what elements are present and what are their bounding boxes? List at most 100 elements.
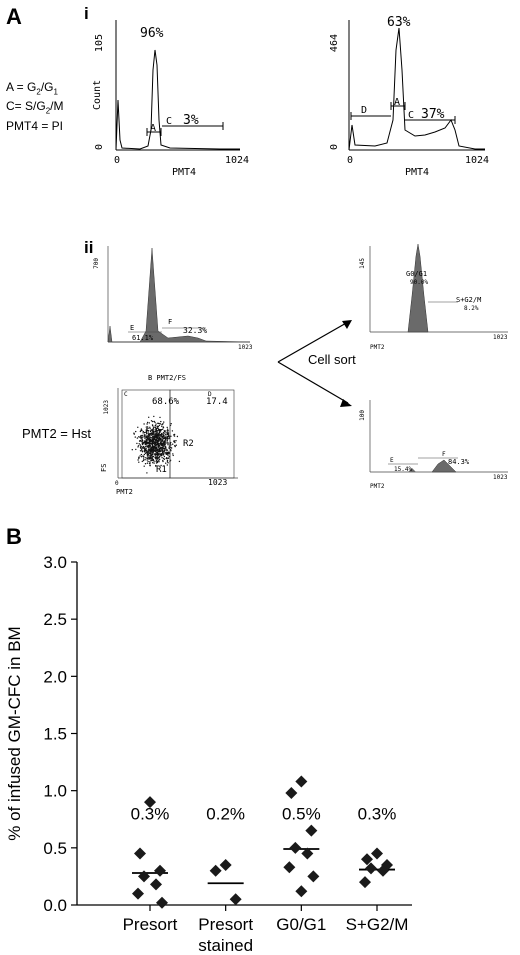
dotplot-event [146, 457, 148, 459]
dotplot-event [154, 439, 157, 441]
dotplot-d-pct: 17.4 [206, 397, 228, 407]
dotplot-event [149, 440, 151, 442]
dotplot-event [158, 436, 161, 439]
pmt2-hst-label: PMT2 = Hst [22, 426, 91, 441]
group-annotation: 0.2% [206, 804, 245, 823]
dotplot-event [165, 434, 167, 436]
data-point [295, 885, 308, 898]
dotplot-event [141, 438, 143, 440]
dotplot-event [143, 456, 145, 458]
dotplot-ymax: 1023 [103, 400, 110, 415]
dotplot-event [147, 452, 149, 455]
data-point [150, 878, 162, 891]
y-tick-label: 2.0 [43, 667, 67, 686]
dotplot-event [165, 453, 167, 455]
dotplot-event [159, 455, 161, 458]
dotplot-event [156, 458, 158, 460]
dotplot-event [146, 428, 148, 430]
hist2-gate-a: A [394, 97, 400, 108]
dotplot-event [156, 452, 159, 455]
legend-line-pmt4: PMT4 = PI [6, 118, 64, 133]
dotplot-event [174, 445, 176, 448]
dotplot-event [155, 437, 158, 439]
dotplot-event [145, 440, 147, 442]
dotplot-event [154, 424, 157, 427]
dotplot-event [139, 450, 142, 452]
dotplot-event [142, 450, 144, 452]
dotplot-event [149, 430, 152, 433]
dotplot-event [154, 441, 157, 443]
cell-sort-label: Cell sort [308, 352, 356, 367]
dotplot-event [167, 457, 169, 459]
group-annotation: 0.3% [358, 804, 397, 823]
dotplot-event [161, 453, 163, 456]
dotplot-event [166, 428, 169, 430]
dotplot-event [162, 436, 164, 438]
dotplot-event [167, 454, 169, 456]
dotplot-event [173, 435, 176, 437]
hist1-c-pct: 3% [183, 113, 199, 128]
dotplot-title: B PMT2/FS [148, 374, 186, 382]
dotplot-event [154, 421, 156, 424]
dotplot-event [158, 461, 160, 463]
dotplot-event [168, 447, 170, 450]
dotplot-event [137, 426, 139, 428]
dotplot-event [160, 443, 162, 445]
dotplot-event [140, 437, 142, 440]
data-point [307, 870, 320, 883]
dotplot-event [153, 415, 155, 418]
dotplot-event [144, 448, 147, 450]
dotplot-event [163, 437, 165, 440]
data-point [132, 887, 144, 900]
dotplot-event [160, 446, 162, 448]
dotplot-event [167, 444, 169, 446]
dotplot-event [147, 427, 149, 429]
y-tick-label: 2.5 [43, 610, 67, 629]
dotplot-event [158, 440, 160, 442]
sort-bottom-e-pct: 15.4% [394, 466, 412, 473]
dotplot-event [176, 435, 179, 438]
hist-ii-ymax: 700 [93, 258, 100, 269]
dotplot-event [144, 463, 147, 465]
hist1-peak-pct: 96% [140, 26, 164, 41]
dotplot-event [144, 436, 146, 439]
data-point [295, 775, 308, 788]
sort-top-s-label: S+G2/M [456, 296, 481, 304]
dotplot-event [141, 429, 143, 432]
dotplot-event [157, 455, 159, 457]
dotplot-event [165, 442, 167, 444]
dotplot-event [148, 430, 150, 432]
hist-ii-gate-f: F [168, 318, 172, 326]
dotplot-event [152, 439, 154, 441]
hist2-ymax: 464 [329, 34, 340, 52]
dotplot-event [144, 459, 146, 461]
dotplot-event [147, 433, 150, 436]
dotplot-ylabel: FS [100, 464, 108, 472]
dotplot-event [153, 437, 155, 440]
sort-bottom-f-pct: 84.3% [448, 458, 470, 466]
dotplot-event [159, 451, 161, 453]
dotplot-event [149, 433, 151, 436]
dotplot-event [146, 421, 149, 424]
dotplot-event [143, 442, 145, 444]
hist-ii-xmax: 1023 [238, 344, 253, 351]
dotplot-gate-c: C [124, 391, 128, 398]
dotplot-event [131, 449, 133, 451]
y-tick-label: 3.0 [43, 553, 67, 572]
dotplot-c-pct: 68.6% [152, 397, 180, 407]
dotplot-event [164, 447, 167, 449]
dotplot-event [152, 420, 154, 423]
dotplot-xmin: 0 [115, 480, 119, 487]
dotplot-event [164, 437, 167, 439]
data-point [144, 796, 156, 809]
dotplot-event [166, 426, 168, 429]
hist2-peak-pct: 63% [387, 15, 411, 30]
dotplot-event [141, 442, 144, 445]
dotplot-event [152, 436, 154, 438]
dotplot-event [158, 448, 160, 450]
dotplot-event [155, 446, 158, 449]
histogram-sorted-g0g1: 145 1023 PMT2 G0/G1 90.0% S+G2/M 8.2% [359, 243, 508, 351]
dotplot-event [157, 434, 160, 437]
dotplot-event [135, 430, 137, 433]
dotplot-event [154, 453, 156, 455]
